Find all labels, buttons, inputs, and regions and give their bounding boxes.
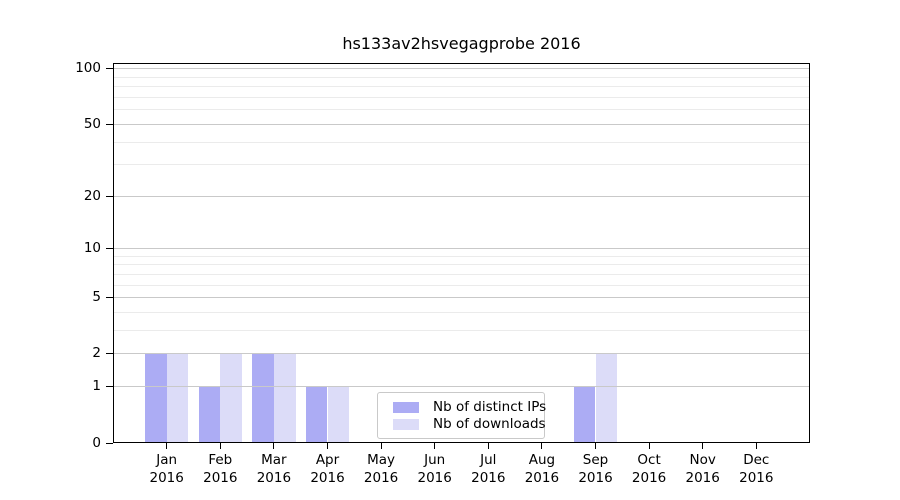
x-tick-label-sep: Sep 2016 — [578, 452, 613, 486]
x-tick-label-mar: Mar 2016 — [256, 452, 292, 486]
y-tick-mark-50 — [106, 123, 113, 125]
x-tick-mark-apr — [327, 443, 328, 449]
bar-downloads-sep — [595, 353, 618, 443]
legend: Nb of distinct IPs Nb of downloads — [377, 392, 546, 439]
legend-swatch-downloads — [393, 418, 419, 430]
x-tick-mark-aug — [541, 443, 543, 449]
y-tick-label-100: 100 — [75, 60, 101, 77]
y-tick-mark-10 — [106, 248, 113, 250]
x-tick-mark-oct — [648, 443, 650, 449]
x-tick-mark-jun — [434, 443, 436, 449]
bar-downloads-jan — [166, 353, 189, 443]
y-tick-mark-20 — [106, 195, 113, 197]
x-tick-mark-sep — [595, 443, 596, 449]
x-tick-label-dec: Dec 2016 — [739, 452, 774, 486]
x-tick-mark-nov — [702, 443, 704, 449]
x-tick-label-jul: Jul 2016 — [471, 452, 506, 486]
x-tick-label-nov: Nov 2016 — [685, 452, 720, 486]
bars-layer — [113, 63, 810, 443]
legend-swatch-distinct-ips — [393, 401, 419, 413]
x-tick-label-may: May 2016 — [363, 452, 399, 486]
x-tick-label-apr: Apr 2016 — [310, 452, 345, 486]
bar-downloads-apr — [327, 386, 350, 443]
y-tick-label-20: 20 — [83, 187, 101, 204]
legend-item-downloads: Nb of downloads — [386, 416, 546, 432]
y-tick-label-1: 1 — [92, 378, 101, 395]
legend-label-distinct-ips: Nb of distinct IPs — [433, 399, 547, 415]
plot-area: Nb of distinct IPs Nb of downloads — [113, 63, 810, 443]
bar-downloads-mar — [273, 353, 296, 443]
x-tick-label-oct: Oct 2016 — [631, 452, 667, 486]
y-tick-label-0: 0 — [92, 434, 101, 451]
y-tick-label-50: 50 — [83, 115, 101, 132]
x-tick-label-feb: Feb 2016 — [203, 452, 238, 486]
bar-downloads-feb — [220, 353, 243, 443]
y-tick-label-2: 2 — [92, 345, 101, 362]
x-tick-label-jun: Jun 2016 — [417, 452, 452, 486]
y-tick-label-10: 10 — [83, 240, 101, 257]
y-tick-label-5: 5 — [92, 289, 101, 306]
legend-label-downloads: Nb of downloads — [433, 416, 546, 432]
x-tick-mark-mar — [273, 443, 275, 449]
x-tick-mark-dec — [755, 443, 757, 449]
x-tick-label-aug: Aug 2016 — [524, 452, 560, 486]
y-tick-mark-1 — [106, 386, 113, 388]
x-tick-mark-feb — [219, 443, 221, 449]
x-tick-mark-jul — [487, 443, 489, 449]
x-tick-label-jan: Jan 2016 — [149, 452, 184, 486]
y-tick-mark-100 — [106, 68, 113, 70]
bar-distinct-ips-mar — [252, 353, 274, 443]
y-tick-mark-2 — [106, 353, 113, 355]
x-tick-mark-may — [380, 443, 382, 449]
bar-distinct-ips-sep — [573, 386, 596, 443]
legend-item-distinct-ips: Nb of distinct IPs — [386, 399, 546, 415]
bar-distinct-ips-apr — [305, 386, 328, 443]
x-tick-mark-jan — [166, 443, 168, 449]
y-tick-mark-5 — [106, 297, 113, 299]
bar-distinct-ips-jan — [144, 353, 167, 443]
bar-distinct-ips-feb — [198, 386, 221, 443]
chart-title: hs133av2hsvegagprobe 2016 — [342, 34, 581, 53]
y-tick-mark-0 — [106, 442, 113, 444]
